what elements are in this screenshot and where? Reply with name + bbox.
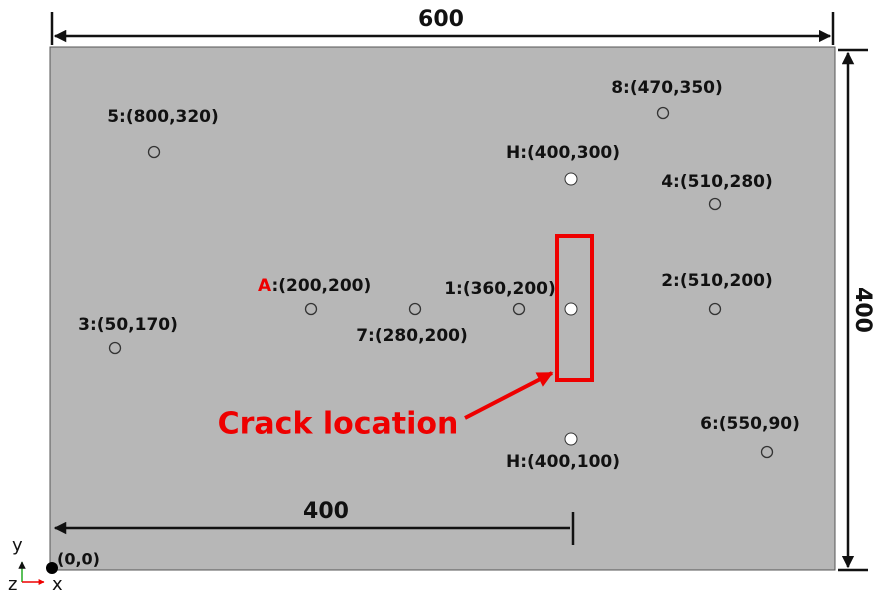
point-label: 8:(470,350) [611, 78, 723, 98]
crack-box [555, 234, 594, 382]
y-axis-label: y [12, 535, 23, 556]
point-label: H:(400,300) [506, 143, 620, 163]
crack-label: Crack location [218, 407, 459, 442]
point-label: 7:(280,200) [356, 326, 468, 346]
x-axis-label: x [52, 574, 63, 595]
plate [49, 46, 836, 571]
point-a-label: A:(200,200) [258, 276, 371, 296]
dimensions [50, 12, 868, 572]
point-label: 1:(360,200) [444, 279, 556, 299]
point-label: 6:(550,90) [700, 414, 800, 434]
point-label: 3:(50,170) [78, 315, 178, 335]
width-label: 600 [418, 7, 464, 32]
crack-arrow [464, 371, 554, 420]
offset-label: 400 [303, 499, 349, 524]
origin-dot [46, 562, 58, 574]
point-a-letter: A [258, 276, 272, 296]
z-axis-label: z [8, 574, 17, 595]
point-label: H:(400,100) [506, 452, 620, 472]
point-label: 4:(510,280) [661, 172, 773, 192]
height-label: 400 [850, 287, 873, 333]
origin-label: (0,0) [57, 550, 100, 569]
point-label: 2:(510,200) [661, 271, 773, 291]
sensors [108, 106, 774, 459]
point-label: 5:(800,320) [107, 107, 219, 127]
point-a-coords: :(200,200) [271, 276, 371, 296]
